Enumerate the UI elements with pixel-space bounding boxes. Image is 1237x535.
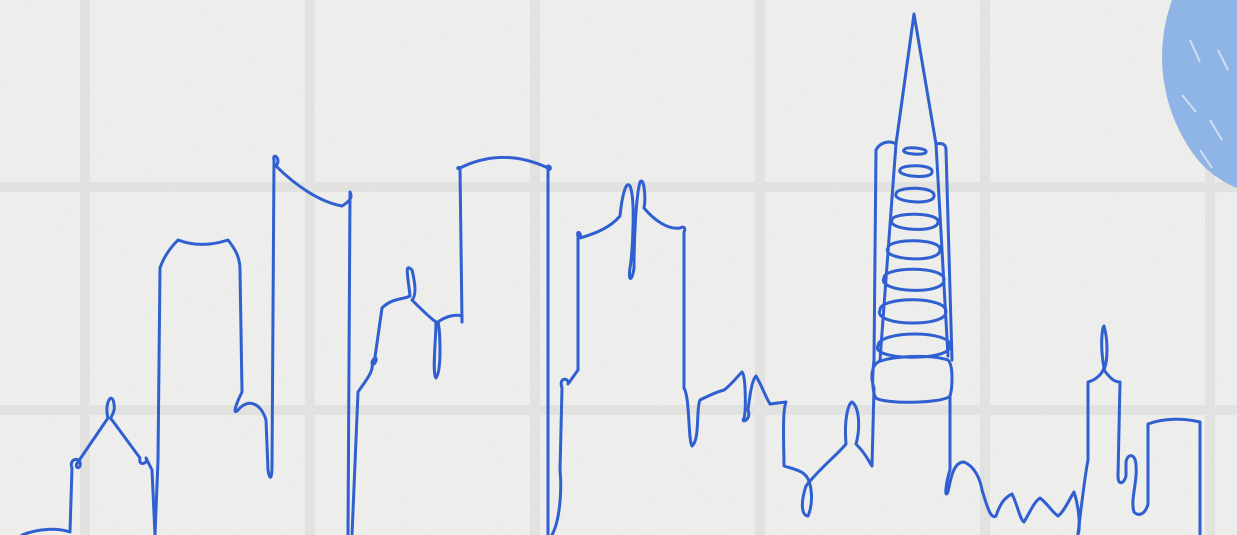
brush-stroke-texture	[1181, 39, 1229, 169]
brush-stroke	[1162, 0, 1237, 188]
building-loops-middle	[350, 266, 464, 535]
pyramid-tower	[870, 12, 954, 404]
building-slanted-top	[270, 154, 353, 535]
building-low-loops	[682, 370, 876, 518]
building-rounded-top	[153, 238, 274, 535]
building-right-spire	[1076, 324, 1202, 535]
building-looped-crown	[550, 179, 687, 535]
building-left-small	[20, 396, 157, 535]
building-right-low	[944, 394, 1081, 535]
building-arched-tower	[456, 156, 552, 535]
